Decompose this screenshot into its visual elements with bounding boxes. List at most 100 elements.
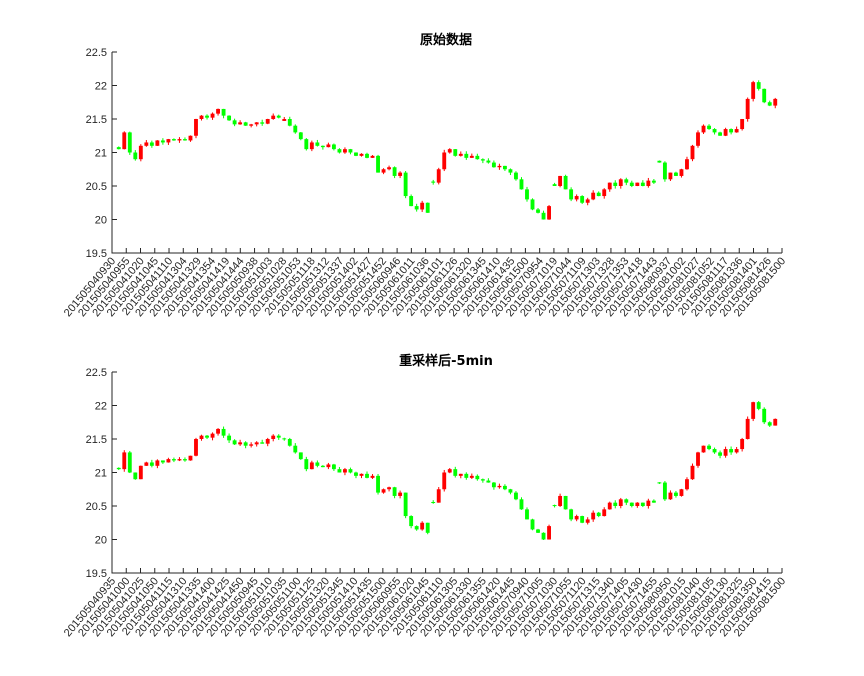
candle-body	[348, 469, 353, 473]
candle-body	[414, 206, 419, 210]
candle-body	[574, 196, 579, 200]
candle-body	[767, 102, 772, 106]
candle-body	[133, 152, 138, 160]
y-tick-label: 21.5	[86, 114, 107, 126]
candle-body	[398, 172, 403, 176]
candle-body	[596, 512, 601, 517]
candle-body	[133, 472, 138, 480]
candle-body	[552, 184, 557, 186]
candle-body	[591, 192, 596, 200]
candle-body	[188, 455, 193, 461]
candle-body	[547, 526, 551, 540]
candle-body	[381, 169, 386, 173]
candle-body	[232, 440, 237, 445]
candle-body	[298, 132, 303, 140]
candle-body	[304, 139, 309, 150]
candle-body	[326, 144, 331, 148]
candle-body	[149, 462, 154, 466]
candle-body	[569, 189, 574, 200]
candle-body	[547, 206, 551, 220]
candle-body	[122, 452, 127, 470]
candle-body	[552, 505, 557, 507]
candle-body	[558, 175, 563, 186]
candle-body	[585, 199, 590, 203]
candle-body	[387, 487, 392, 490]
candle-body	[144, 462, 149, 466]
candle-body	[525, 189, 529, 200]
candle-body	[249, 444, 254, 446]
candle-body	[729, 129, 734, 133]
candle-body	[635, 502, 640, 506]
candle-body	[387, 167, 392, 170]
candle-body	[155, 140, 160, 146]
candle-body	[734, 449, 739, 453]
candle-body	[304, 459, 309, 470]
candle-body	[436, 489, 441, 503]
candle-body	[116, 467, 121, 470]
candle-body	[640, 502, 645, 506]
candle-body	[447, 149, 452, 153]
candle-body	[679, 489, 684, 496]
candle-body	[149, 142, 154, 146]
candle-body	[431, 181, 436, 183]
candle-body	[767, 422, 772, 426]
candle-body	[745, 98, 750, 119]
candle-body	[712, 129, 717, 133]
candle-body	[315, 462, 320, 466]
candle-body	[320, 465, 325, 468]
candle-body	[491, 162, 496, 168]
candle-body	[354, 472, 358, 476]
y-tick-label: 19.5	[86, 568, 107, 580]
candle-body	[420, 522, 425, 530]
candle-body	[563, 495, 568, 510]
candle-body	[205, 435, 209, 438]
candle-body	[166, 459, 171, 463]
candle-body	[502, 165, 507, 170]
candle-body	[596, 192, 601, 197]
candle-body	[166, 139, 171, 143]
candle-body	[376, 475, 380, 493]
candle-body	[293, 125, 298, 133]
candle-body	[232, 120, 237, 125]
candle-body	[276, 115, 281, 118]
candle-body	[773, 418, 778, 426]
candle-body	[762, 88, 767, 103]
candle-body	[326, 464, 331, 468]
candle-body	[392, 167, 397, 176]
candle-body	[227, 115, 232, 121]
candle-body	[541, 532, 546, 540]
candle-body	[221, 428, 226, 436]
candle-body	[491, 482, 496, 488]
candle-body	[442, 152, 447, 170]
candle-body	[519, 179, 524, 190]
candle-body	[740, 119, 745, 130]
y-tick-label: 22.5	[86, 367, 107, 379]
candle-body	[690, 145, 695, 160]
candle-body	[613, 182, 618, 186]
candle-body	[210, 113, 215, 118]
candle-body	[337, 149, 342, 153]
candle-body	[580, 196, 585, 203]
candle-body	[359, 153, 364, 156]
candle-body	[243, 122, 248, 126]
y-tick-label: 20.5	[86, 501, 107, 513]
candle-body	[199, 435, 204, 439]
candle-body	[265, 119, 270, 124]
candle-body	[315, 142, 320, 146]
candle-body	[707, 125, 711, 130]
candle-body	[188, 135, 193, 141]
candle-body	[536, 209, 540, 213]
candle-body	[127, 132, 132, 153]
candle-body	[635, 182, 640, 186]
candle-body	[392, 487, 397, 496]
candle-body	[320, 145, 325, 148]
y-tick-label: 21	[95, 468, 107, 480]
candle-body	[624, 179, 629, 183]
candle-body	[591, 512, 596, 520]
candle-body	[602, 509, 607, 517]
candle-body	[403, 492, 408, 517]
candle-body	[337, 469, 342, 473]
candle-body	[607, 182, 612, 190]
candle-body	[183, 139, 187, 141]
candle-body	[502, 485, 507, 490]
